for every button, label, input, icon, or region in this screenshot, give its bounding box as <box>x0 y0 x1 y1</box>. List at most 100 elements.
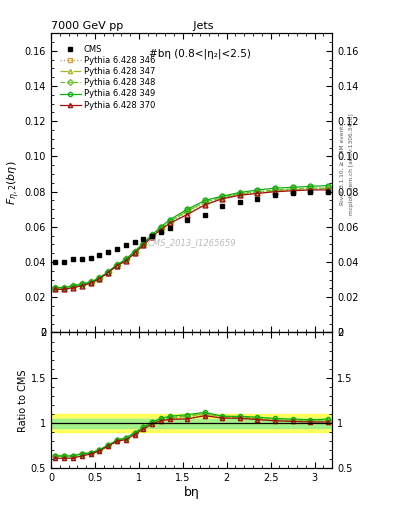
Pythia 6.428 349 <box>220 193 225 199</box>
Pythia 6.428 349 <box>123 257 128 263</box>
Pythia 6.428 348 <box>71 283 75 289</box>
Pythia 6.428 347 <box>255 189 260 196</box>
Pythia 6.428 370 <box>158 226 163 232</box>
Text: mcplots.cern.ch [arXiv:1306.3436]: mcplots.cern.ch [arXiv:1306.3436] <box>349 113 354 215</box>
Pythia 6.428 347 <box>150 232 154 238</box>
Pythia 6.428 370 <box>88 280 93 286</box>
CMS <box>97 252 102 258</box>
CMS <box>141 236 146 242</box>
CMS <box>62 259 67 265</box>
CMS <box>237 199 242 205</box>
Pythia 6.428 346 <box>62 285 67 291</box>
CMS <box>255 196 260 202</box>
Pythia 6.428 347 <box>132 248 137 254</box>
Pythia 6.428 347 <box>97 275 102 281</box>
Pythia 6.428 370 <box>167 220 172 226</box>
Pythia 6.428 349 <box>255 187 260 193</box>
Pythia 6.428 349 <box>167 217 172 223</box>
Pythia 6.428 348 <box>220 194 225 200</box>
Line: Pythia 6.428 349: Pythia 6.428 349 <box>53 183 330 290</box>
Pythia 6.428 370 <box>53 286 58 292</box>
Pythia 6.428 370 <box>115 263 119 269</box>
Line: CMS: CMS <box>53 189 330 265</box>
CMS <box>88 254 93 261</box>
Line: Pythia 6.428 370: Pythia 6.428 370 <box>53 187 330 292</box>
Pythia 6.428 349 <box>273 185 277 191</box>
Pythia 6.428 370 <box>132 250 137 257</box>
Pythia 6.428 346 <box>185 210 189 216</box>
Pythia 6.428 347 <box>167 219 172 225</box>
Pythia 6.428 346 <box>88 279 93 285</box>
Pythia 6.428 370 <box>97 276 102 282</box>
Pythia 6.428 348 <box>97 275 102 281</box>
Pythia 6.428 348 <box>308 185 312 191</box>
Pythia 6.428 347 <box>79 281 84 287</box>
Pythia 6.428 346 <box>150 232 154 239</box>
Pythia 6.428 346 <box>273 188 277 194</box>
Pythia 6.428 348 <box>273 187 277 193</box>
Pythia 6.428 349 <box>150 232 154 238</box>
Pythia 6.428 346 <box>202 201 207 207</box>
CMS <box>167 225 172 231</box>
Pythia 6.428 349 <box>115 262 119 268</box>
CMS <box>290 190 295 197</box>
Bar <box>51 414 332 432</box>
Pythia 6.428 349 <box>62 285 67 291</box>
Pythia 6.428 347 <box>141 241 146 247</box>
Pythia 6.428 347 <box>237 191 242 198</box>
Pythia 6.428 347 <box>106 269 110 275</box>
Pythia 6.428 346 <box>167 220 172 226</box>
Pythia 6.428 349 <box>308 183 312 189</box>
Pythia 6.428 347 <box>123 257 128 263</box>
Legend: CMS, Pythia 6.428 346, Pythia 6.428 347, Pythia 6.428 348, Pythia 6.428 349, Pyt: CMS, Pythia 6.428 346, Pythia 6.428 347,… <box>58 44 157 111</box>
Pythia 6.428 347 <box>308 186 312 192</box>
Pythia 6.428 348 <box>62 285 67 291</box>
Pythia 6.428 348 <box>167 219 172 225</box>
Pythia 6.428 348 <box>202 199 207 205</box>
CMS <box>185 217 189 223</box>
Pythia 6.428 347 <box>325 185 330 191</box>
Pythia 6.428 349 <box>325 182 330 188</box>
Pythia 6.428 346 <box>71 283 75 289</box>
Pythia 6.428 346 <box>53 285 58 291</box>
Pythia 6.428 349 <box>202 198 207 204</box>
Pythia 6.428 370 <box>141 242 146 248</box>
CMS <box>273 192 277 198</box>
Pythia 6.428 348 <box>141 241 146 247</box>
Pythia 6.428 348 <box>88 279 93 285</box>
Pythia 6.428 348 <box>290 186 295 192</box>
Pythia 6.428 346 <box>290 187 295 193</box>
Pythia 6.428 346 <box>158 226 163 232</box>
Pythia 6.428 370 <box>71 285 75 291</box>
Pythia 6.428 346 <box>97 275 102 281</box>
Pythia 6.428 370 <box>62 286 67 292</box>
CMS <box>220 203 225 209</box>
Pythia 6.428 348 <box>106 269 110 275</box>
Pythia 6.428 346 <box>132 249 137 255</box>
Pythia 6.428 348 <box>185 208 189 214</box>
CMS <box>325 188 330 195</box>
Pythia 6.428 346 <box>325 185 330 191</box>
Pythia 6.428 348 <box>115 262 119 268</box>
Pythia 6.428 348 <box>123 257 128 263</box>
Pythia 6.428 347 <box>115 262 119 268</box>
Pythia 6.428 349 <box>79 281 84 287</box>
Pythia 6.428 348 <box>237 190 242 197</box>
CMS <box>106 249 110 255</box>
CMS <box>115 246 119 252</box>
CMS <box>202 211 207 218</box>
Pythia 6.428 347 <box>158 225 163 231</box>
Pythia 6.428 370 <box>237 192 242 198</box>
Pythia 6.428 348 <box>255 188 260 195</box>
Text: #bη (0.8<|η₂|<2.5): #bη (0.8<|η₂|<2.5) <box>149 48 251 59</box>
Pythia 6.428 370 <box>273 188 277 195</box>
Pythia 6.428 349 <box>97 275 102 281</box>
Bar <box>51 419 332 428</box>
Pythia 6.428 349 <box>106 269 110 275</box>
Pythia 6.428 346 <box>255 190 260 197</box>
Pythia 6.428 347 <box>53 285 58 291</box>
Pythia 6.428 349 <box>290 184 295 190</box>
Pythia 6.428 346 <box>141 242 146 248</box>
Pythia 6.428 370 <box>106 269 110 275</box>
CMS <box>158 229 163 235</box>
